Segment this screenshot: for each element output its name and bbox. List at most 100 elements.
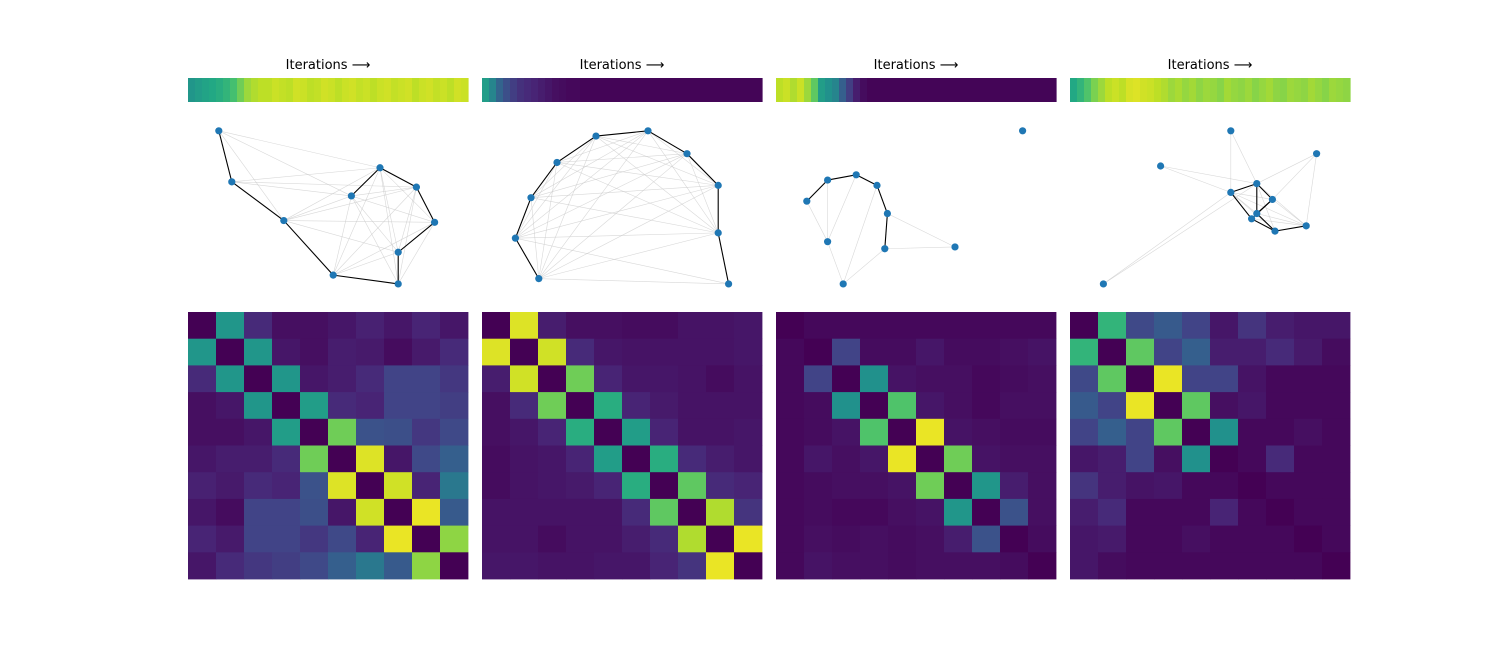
iteration-strip-cell <box>713 78 721 102</box>
heatmap-cell <box>972 365 1001 393</box>
iteration-strip-cell <box>1070 78 1078 102</box>
heatmap-cell <box>776 445 805 473</box>
graph-edge-weak <box>827 241 844 285</box>
heatmap-cell <box>1154 498 1183 526</box>
iteration-strip-cell <box>398 78 406 102</box>
iteration-strip-cell <box>881 78 889 102</box>
heatmap-cell <box>1238 525 1267 553</box>
graph-edge-weak <box>1272 153 1317 200</box>
heatmap-cell <box>412 365 441 393</box>
graph-edge-weak <box>397 187 417 284</box>
graph-node <box>1019 127 1027 135</box>
heatmap-cell <box>384 498 413 526</box>
heatmap-cell <box>384 525 413 553</box>
graph-edge-weak <box>283 195 352 221</box>
graph-node <box>1253 209 1261 218</box>
heatmap-cell <box>1238 445 1267 473</box>
heatmap-cell <box>1126 525 1155 553</box>
heatmap-cell <box>384 445 413 473</box>
heatmap-cell <box>622 525 651 553</box>
iteration-strip-cell <box>699 78 707 102</box>
heatmap-cell <box>482 472 511 500</box>
graph-edge-strong <box>283 220 334 276</box>
heatmap-cell <box>1126 392 1155 420</box>
graph-edge-strong <box>1256 183 1273 200</box>
iteration-strip-cell <box>321 78 329 102</box>
iteration-strip-cell <box>1084 78 1092 102</box>
heatmap-cell <box>1322 338 1351 366</box>
iteration-strip-cell <box>720 78 728 102</box>
heatmap-cell <box>706 525 735 553</box>
heatmap-cell <box>272 392 301 420</box>
heatmap-cell <box>860 445 889 473</box>
iteration-strip-cell <box>552 78 560 102</box>
heatmap-cell <box>272 552 301 580</box>
graph-edge-weak <box>231 181 417 188</box>
iteration-strip-cell <box>545 78 553 102</box>
iteration-strip-cell <box>1231 78 1239 102</box>
heatmap-cell <box>972 445 1001 473</box>
heatmap-cell <box>356 445 385 473</box>
heatmap-cell <box>300 418 329 446</box>
iteration-strip-cell <box>335 78 343 102</box>
heatmap-cell <box>1126 338 1155 366</box>
heatmap-cell <box>622 472 651 500</box>
graph-edge-weak <box>515 185 719 239</box>
heatmap-cell <box>1154 418 1183 446</box>
heatmap-cell <box>776 498 805 526</box>
graph-edge-weak <box>332 195 352 276</box>
graph-edge-weak <box>1272 199 1307 227</box>
heatmap-cell <box>734 445 763 473</box>
graph-edge-weak <box>379 167 399 284</box>
heatmap-cell <box>594 445 623 473</box>
heatmap-cell <box>622 418 651 446</box>
graph-edge-weak <box>332 186 417 276</box>
heatmap-cell <box>1182 498 1211 526</box>
iteration-strip-cell <box>433 78 441 102</box>
heatmap-cell <box>216 418 245 446</box>
graph-node <box>535 275 543 283</box>
heatmap-cell <box>804 365 833 393</box>
heatmap-cell <box>538 552 567 580</box>
iteration-strip-cell <box>755 78 763 102</box>
heatmap-cell <box>188 498 217 526</box>
heatmap-cell <box>1154 338 1183 366</box>
graph-edge-weak <box>530 197 719 234</box>
heatmap-cell <box>328 338 357 366</box>
graph-node <box>725 280 733 288</box>
heatmap-cell <box>594 498 623 526</box>
graph-edge-weak <box>538 130 649 279</box>
iteration-strip-cell <box>328 78 336 102</box>
heatmap-cell <box>706 365 735 393</box>
heatmap-cell <box>860 365 889 393</box>
heatmap-cell <box>832 472 861 500</box>
heatmap-cell <box>272 338 301 366</box>
panel-title-2: Iterations ⟶ <box>579 58 665 73</box>
heatmap-cell <box>244 498 273 526</box>
heatmap-cell <box>678 552 707 580</box>
heatmap-cell <box>944 552 973 580</box>
heatmap-cell <box>1294 392 1323 420</box>
graph-node <box>215 127 223 135</box>
iteration-strip-cell <box>811 78 819 102</box>
heatmap-cell <box>594 552 623 580</box>
heatmap-cell <box>678 498 707 526</box>
heatmap-cell <box>1322 365 1351 393</box>
heatmap-cell <box>594 338 623 366</box>
heatmap-cell <box>622 338 651 366</box>
heatmap-cell <box>860 472 889 500</box>
heatmap-cell <box>804 418 833 446</box>
heatmap-cell <box>328 365 357 393</box>
iteration-strip-cell <box>608 78 616 102</box>
heatmap-cell <box>1070 498 1099 526</box>
heatmap-cell <box>1182 472 1211 500</box>
iteration-strip-cell <box>986 78 994 102</box>
graph-node <box>1227 127 1235 135</box>
iteration-strip-cell <box>482 78 490 102</box>
heatmap-cell <box>1238 552 1267 580</box>
heatmap-cell <box>412 498 441 526</box>
heatmap-cell <box>832 312 861 340</box>
iteration-strip-cell <box>1168 78 1176 102</box>
heatmap-cell <box>510 365 539 393</box>
heatmap-cell <box>1126 498 1155 526</box>
